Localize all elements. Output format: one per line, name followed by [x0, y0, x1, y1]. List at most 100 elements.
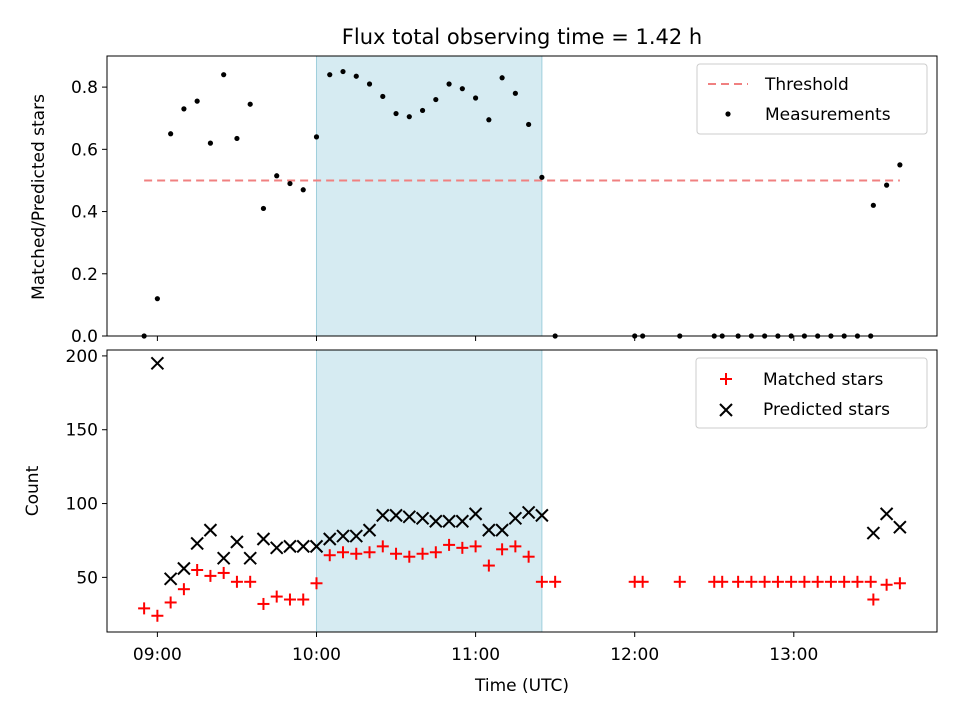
measurement-point: [168, 131, 174, 137]
matched-star-point: [824, 575, 837, 588]
matched-star-point: [138, 602, 151, 615]
predicted-star-point: [216, 551, 231, 565]
predicted-star-point: [256, 532, 271, 546]
predicted-star-point: [349, 529, 363, 543]
measurement-point: [499, 75, 505, 81]
measurement-point: [300, 187, 306, 193]
measurement-point: [154, 296, 160, 302]
matched-star-point: [270, 590, 283, 603]
matched-star-point: [535, 575, 548, 588]
matched-star-point: [771, 575, 784, 588]
predicted-star-point: [893, 520, 907, 534]
measurement-point: [539, 174, 545, 180]
matched-star-point: [482, 559, 495, 572]
matched-star-point: [469, 540, 482, 553]
matched-star-point: [716, 575, 729, 588]
matched-star-point: [867, 593, 880, 606]
predicted-star-point: [230, 535, 244, 549]
x-tick-label: 13:00: [769, 645, 818, 665]
measurement-point: [380, 93, 386, 100]
matched-star-point: [636, 575, 649, 588]
x-axis-label: Time (UTC): [474, 676, 569, 696]
predicted-star-point: [508, 511, 523, 526]
matched-star-point: [403, 550, 416, 563]
matched-star-point: [416, 547, 429, 560]
matched-star-point: [785, 575, 798, 588]
predicted-star-point: [495, 523, 509, 537]
predicted-star-point: [376, 508, 390, 523]
predicted-star-point: [442, 514, 456, 528]
top-y-tick-label: 0.6: [71, 140, 98, 160]
bottom-y-tick-label: 150: [66, 421, 98, 441]
measurement-point: [459, 86, 465, 92]
x-tick-label: 11:00: [451, 645, 500, 665]
legend-predicted-swatch: [719, 403, 733, 417]
top-y-axis-label: Matched/Predicted stars: [29, 94, 49, 300]
matched-star-point: [811, 575, 824, 588]
predicted-star-point: [429, 514, 443, 528]
predicted-star-point: [879, 507, 894, 521]
matched-star-point: [851, 575, 864, 588]
matched-star-point: [893, 577, 906, 590]
measurement-point: [327, 72, 333, 78]
predicted-star-point: [323, 532, 337, 546]
measurement-point: [393, 110, 399, 117]
matched-star-point: [191, 563, 204, 576]
measurement-point: [181, 106, 187, 112]
predicted-star-point: [270, 541, 284, 555]
predicted-star-point: [468, 507, 483, 521]
top-y-tick-label: 0.4: [71, 203, 98, 223]
matched-star-point: [732, 575, 745, 588]
bottom-legend-box: [695, 357, 928, 429]
chart-title: Flux total observing time = 1.42 h: [342, 25, 702, 49]
predicted-star-point: [177, 561, 191, 576]
predicted-star-point: [402, 510, 417, 524]
measurement-point: [446, 81, 452, 87]
predicted-star-point: [389, 508, 403, 523]
top-y-tick-label: 0.0: [71, 327, 98, 347]
predicted-star-point: [150, 356, 165, 370]
bottom-y-tick-label: 200: [66, 347, 98, 367]
legend-predicted-label: Predicted stars: [763, 400, 890, 420]
top-shaded-region: [315, 55, 543, 337]
measurement-point: [194, 98, 200, 104]
matched-star-point: [283, 593, 296, 606]
predicted-star-point: [482, 523, 496, 537]
matched-star-point: [758, 575, 771, 588]
measurement-point: [340, 68, 346, 75]
matched-star-point: [151, 609, 164, 622]
matched-star-point: [323, 549, 336, 562]
matched-star-point: [429, 546, 442, 559]
measurement-point: [870, 202, 876, 208]
bottom-y-tick-label: 50: [76, 568, 98, 588]
predicted-star-point: [283, 539, 297, 554]
matched-star-point: [390, 547, 403, 560]
legend-threshold-label: Threshold: [764, 75, 849, 95]
measurement-point: [512, 90, 518, 96]
top-y-tick-label: 0.8: [71, 78, 98, 98]
bottom-y-axis-label: Count: [23, 465, 43, 516]
measurement-point: [274, 173, 280, 179]
top-panel: Flux total observing time = 1.42 h 0.0 0.…: [29, 25, 938, 347]
matched-star-point: [509, 540, 522, 553]
predicted-star-point: [163, 572, 178, 586]
legend-matched-label: Matched stars: [763, 370, 883, 390]
matched-star-point: [363, 546, 376, 559]
count-points: [138, 356, 907, 622]
x-tick-label: 10:00: [292, 645, 341, 665]
matched-star-point: [177, 583, 190, 596]
matched-star-point: [549, 575, 562, 588]
matched-star-point: [337, 546, 350, 559]
predicted-star-point: [362, 523, 377, 537]
legend-measurements-label: Measurements: [765, 105, 891, 125]
measurement-point: [884, 182, 890, 188]
x-tick-label: 12:00: [610, 645, 659, 665]
matched-star-point: [350, 547, 363, 560]
bottom-legend: Matched stars Predicted stars: [695, 357, 928, 429]
matched-star-point: [798, 575, 811, 588]
matched-star-point: [217, 566, 230, 579]
bottom-y-ticks: 50 100 150 200: [66, 347, 107, 588]
matched-star-point: [838, 575, 851, 588]
predicted-star-point: [521, 505, 536, 520]
